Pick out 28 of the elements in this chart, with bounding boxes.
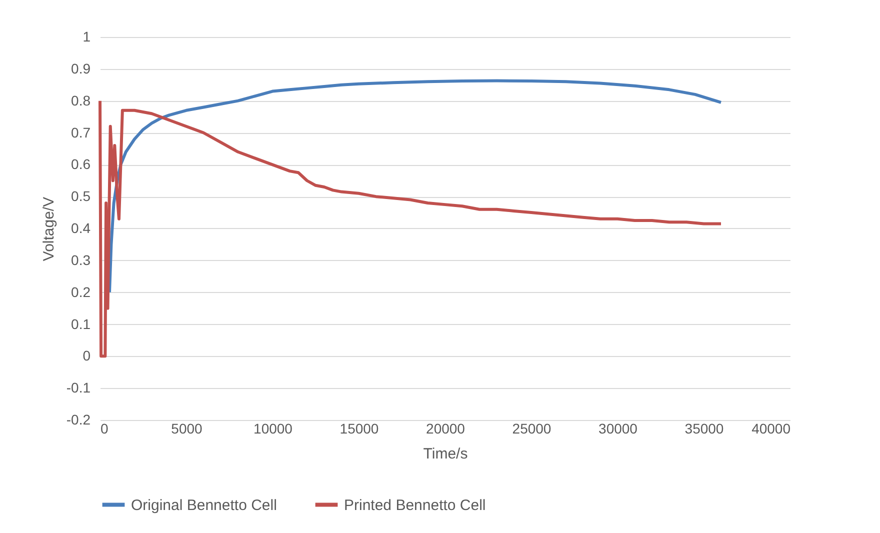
y-tick-label: 0.8 — [71, 92, 91, 108]
x-tick-label: 20000 — [426, 420, 466, 436]
x-axis-title: Time/s — [423, 446, 468, 462]
y-tick-label: 0.7 — [71, 124, 91, 140]
y-tick-label: 0.5 — [71, 188, 91, 204]
y-tick-label: 0.1 — [71, 316, 91, 332]
x-tick-label: 10000 — [254, 420, 293, 436]
y-tick-label: -0.1 — [66, 380, 91, 396]
line-series — [98, 99, 722, 358]
y-tick-label: 0.4 — [71, 220, 91, 236]
y-tick-label: -0.2 — [66, 412, 91, 428]
legend-label: Printed Bennetto Cell — [344, 496, 486, 514]
y-tick-label: 0.2 — [71, 284, 91, 300]
x-tick-label: 0 — [100, 420, 108, 436]
y-tick-label: 0 — [82, 348, 91, 364]
x-tick-label: 35000 — [684, 420, 724, 436]
x-tick-label: 25000 — [512, 420, 552, 436]
x-tick-label: 5000 — [171, 420, 203, 436]
legend-label: Original Bennetto Cell — [131, 496, 277, 514]
x-tick-label: 40000 — [752, 420, 791, 436]
x-tick-label: 30000 — [598, 420, 638, 436]
y-axis-title: Voltage/V — [40, 196, 58, 262]
line-series — [108, 79, 722, 294]
x-tick-label: 15000 — [340, 420, 379, 436]
y-tick-label: 0.6 — [71, 156, 91, 172]
y-tick-label: 0.9 — [71, 60, 91, 76]
y-tick-label: 0.3 — [71, 252, 91, 268]
y-tick-label: 1 — [82, 28, 91, 44]
